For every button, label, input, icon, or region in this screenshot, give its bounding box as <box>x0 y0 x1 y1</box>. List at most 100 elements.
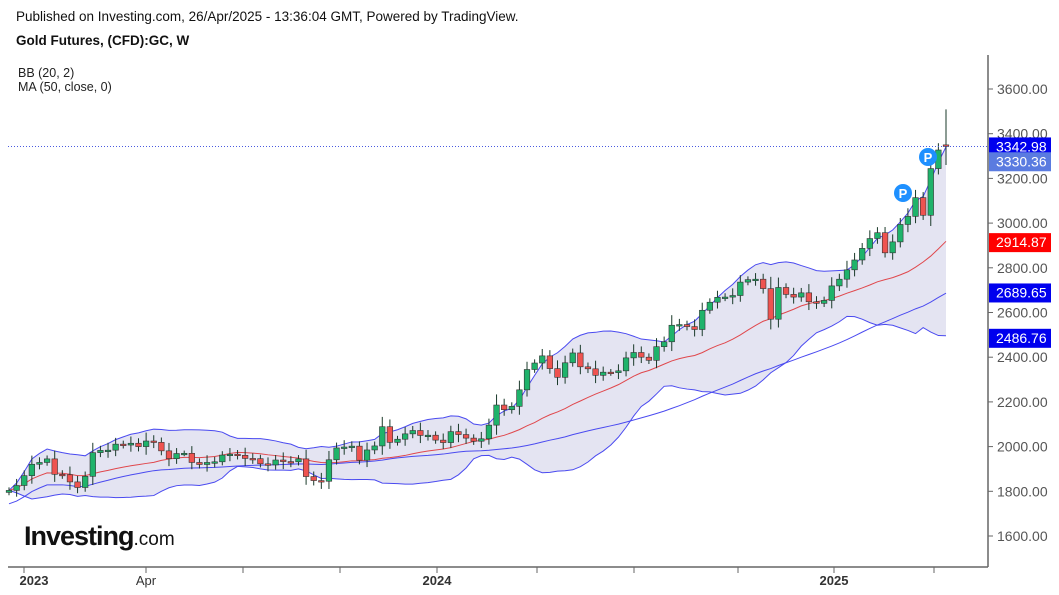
candle-body <box>676 324 683 327</box>
candle-body <box>74 481 81 488</box>
candle <box>462 428 470 444</box>
candle-body <box>264 463 272 466</box>
candle <box>691 319 698 337</box>
candle <box>607 368 614 376</box>
candle <box>615 364 622 380</box>
bollinger-band-fill <box>9 146 946 499</box>
candle <box>889 234 896 260</box>
candle <box>516 380 523 415</box>
p-marker: P <box>894 184 912 202</box>
candle <box>417 422 424 444</box>
candle <box>424 430 432 441</box>
candle <box>43 455 51 466</box>
candle <box>920 192 927 220</box>
candle-body <box>767 288 774 320</box>
candle <box>843 260 851 288</box>
candle <box>51 450 58 482</box>
candle <box>729 288 736 305</box>
candle-body <box>112 443 119 451</box>
candle <box>386 419 393 449</box>
candle <box>409 425 416 439</box>
price-label-bg <box>989 283 1051 303</box>
candle-body <box>127 442 134 446</box>
candle <box>402 427 409 446</box>
candle-body <box>272 459 279 466</box>
candle <box>699 302 706 337</box>
candle <box>143 432 150 455</box>
p-marker-circle <box>894 184 912 202</box>
candle <box>813 296 820 309</box>
candle-body <box>889 241 896 254</box>
candle-body <box>371 445 378 451</box>
candle-body <box>348 445 355 448</box>
candle <box>798 287 805 302</box>
candle-body <box>546 355 553 369</box>
candle-body <box>744 279 752 283</box>
candle <box>348 441 355 452</box>
candle-body <box>805 292 812 303</box>
candle <box>782 283 790 299</box>
candle <box>737 275 744 302</box>
candle-body <box>402 433 409 440</box>
candle <box>112 437 119 457</box>
bb-indicator-label[interactable]: BB (20, 2) <box>18 66 75 80</box>
candle-body <box>211 461 218 464</box>
candle-body <box>13 485 20 491</box>
candle-body <box>219 454 226 463</box>
price-label-bg <box>989 233 1051 253</box>
candle <box>181 450 188 457</box>
y-tick-label: 2600.00 <box>997 305 1048 321</box>
candle <box>539 348 546 370</box>
candle-body <box>379 426 386 447</box>
candle-body <box>143 440 150 447</box>
candle-body <box>737 281 744 296</box>
candle <box>280 452 287 470</box>
candle-body <box>257 458 264 465</box>
candle <box>859 243 866 265</box>
candle <box>478 431 485 448</box>
candle-body <box>866 238 873 249</box>
p-marker-text: P <box>924 150 933 165</box>
bb-basis-line <box>8 240 947 491</box>
candle-body <box>821 300 828 304</box>
price-label: 3330.36 <box>996 153 1047 169</box>
candle-body <box>577 352 584 368</box>
price-label: 2914.87 <box>996 234 1047 250</box>
candle-body <box>683 324 691 327</box>
y-tick-label: 1600.00 <box>997 528 1048 544</box>
candle-body <box>363 449 371 461</box>
candle-body <box>523 369 531 391</box>
candle-body <box>394 438 401 443</box>
candle-body <box>120 443 127 446</box>
y-tick-label: 3600.00 <box>997 81 1048 97</box>
candle-body <box>615 370 622 373</box>
candle-body <box>341 446 348 449</box>
candle-body <box>493 404 500 426</box>
y-tick-label: 3200.00 <box>997 170 1048 186</box>
candle-body <box>188 453 195 463</box>
y-tick-label: 2800.00 <box>997 260 1048 276</box>
candle <box>638 346 645 364</box>
candle <box>203 455 211 472</box>
candle <box>97 445 104 458</box>
candle <box>249 453 256 464</box>
candle <box>363 442 371 468</box>
candle <box>173 448 180 464</box>
candle <box>622 351 630 377</box>
candle <box>28 455 35 484</box>
candle <box>508 402 515 414</box>
ma-indicator-label[interactable]: MA (50, close, 0) <box>18 80 112 94</box>
candle-body <box>942 144 950 147</box>
candle-body <box>539 355 546 364</box>
x-tick-label: 2023 <box>20 573 49 588</box>
candle <box>302 449 310 485</box>
candle-body <box>150 440 157 443</box>
candle-body <box>158 442 165 452</box>
candle <box>127 436 134 452</box>
candle <box>234 450 241 460</box>
candle <box>318 472 325 489</box>
candle-body <box>721 296 729 299</box>
candle-body <box>592 368 599 376</box>
